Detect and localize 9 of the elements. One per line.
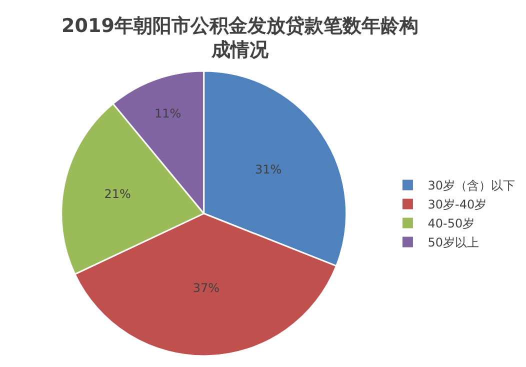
- data-label: 31%: [255, 162, 282, 177]
- legend-label: 50岁以上: [428, 236, 479, 250]
- legend-label: 30岁（含）以下: [428, 178, 515, 193]
- legend-label: 30岁-40岁: [428, 198, 487, 212]
- legend-label: 40-50岁: [428, 216, 475, 231]
- data-label: 11%: [154, 106, 182, 120]
- data-label: 21%: [104, 187, 131, 202]
- chart-title: 2019年朝阳市公积金发放贷款笔数年龄构成情况: [60, 14, 420, 62]
- data-label: 37%: [192, 280, 220, 295]
